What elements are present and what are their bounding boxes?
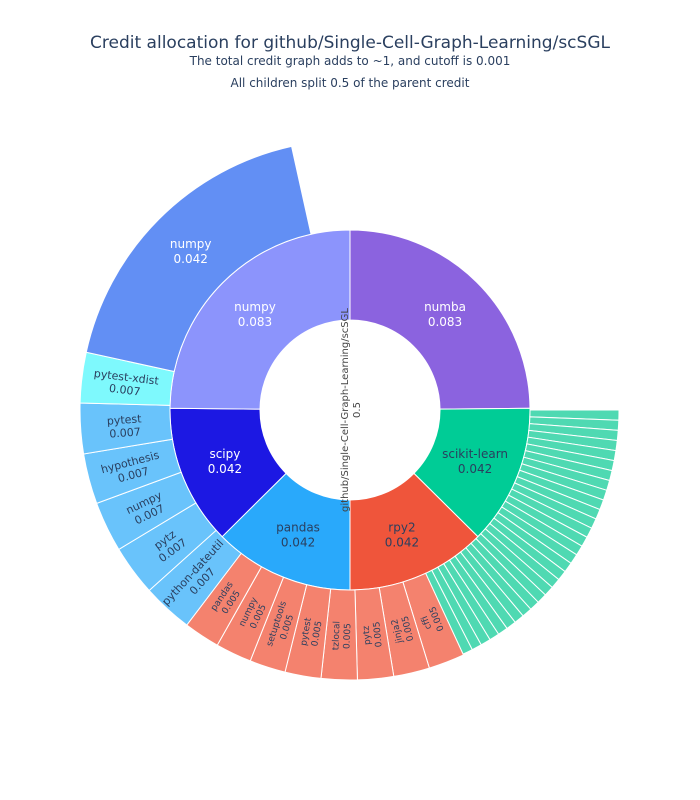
root-segment[interactable] [260,320,440,500]
root-label: github/Single-Cell-Graph-Learning/scSGL0… [340,308,363,512]
chart-note: All children split 0.5 of the parent cre… [230,76,470,90]
child-label-numpy: numpy 0.042 [170,237,212,266]
child-segment-scipy-numpy[interactable] [85,145,312,373]
segment-label-scipy: scipy 0.042 [208,447,242,476]
segment-label-pandas: pandas 0.042 [276,521,320,550]
child-label-pytest-xdist: pytest-xdist0.007 [92,367,161,401]
segment-label-rpy2: rpy2 0.042 [385,521,419,550]
segment-label-scikit-learn: scikit-learn 0.042 [442,447,508,476]
child-label-tzlocal: tzlocal0.005 [331,621,353,651]
segment-numba[interactable] [349,229,531,410]
child-label-pytz: pytz0.005 [361,621,384,649]
segment-label-numpy: numpy 0.083 [234,300,276,329]
chart-subtitle: The total credit graph adds to ~1, and c… [189,54,511,68]
segment-label-numba: numba 0.083 [424,300,466,329]
child-label-pytest: pytest0.005 [299,617,325,649]
child-label-pytest: pytest0.007 [106,412,143,440]
chart-title: Credit allocation for github/Single-Cell… [90,33,610,53]
